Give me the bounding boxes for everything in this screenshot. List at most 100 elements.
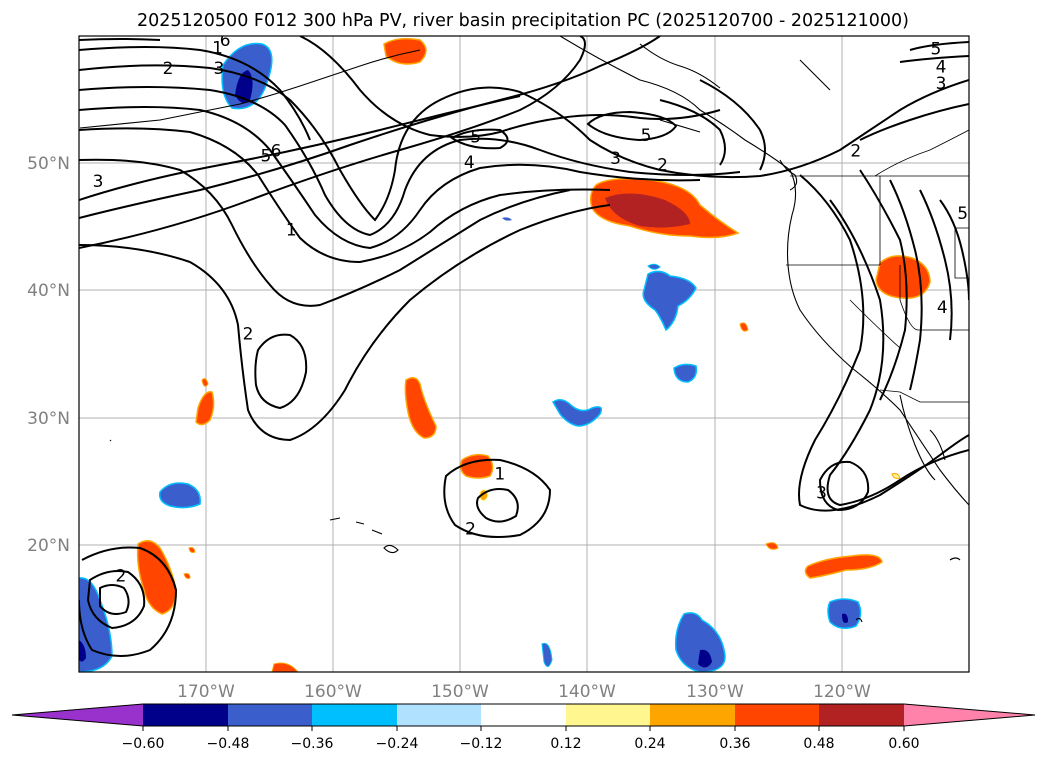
contour-label: 3 xyxy=(936,74,947,94)
coastline-aleutians xyxy=(79,49,421,129)
precip-blob-pos-32n xyxy=(404,377,437,439)
precip-blob-pos-18n xyxy=(136,540,177,615)
pv-contour-2-envelope xyxy=(79,204,611,442)
pv-contour-2-loop xyxy=(254,333,308,410)
colorbar-tick-label: −0.36 xyxy=(291,736,334,752)
coastline-hawaii xyxy=(329,517,399,554)
borders xyxy=(786,129,969,403)
colorbar-under-arrow xyxy=(12,704,143,726)
pv-contour-2-western xyxy=(79,36,661,219)
contour-label: 3 xyxy=(816,484,827,504)
colorbar-tick-label: 0.12 xyxy=(550,736,581,752)
pv-contour-north-5 xyxy=(299,36,721,138)
contour-label: 4 xyxy=(464,153,475,173)
colorbar-bin xyxy=(312,704,397,726)
colorbar-tick-label: 0.24 xyxy=(634,736,665,752)
contour-label: 2 xyxy=(163,59,174,79)
lat-tick-label: 40°N xyxy=(27,281,70,301)
colorbar-bin xyxy=(650,704,735,726)
precip-blob-pos-nevada xyxy=(875,255,931,299)
lon-tick-label: 170°W xyxy=(177,682,235,702)
pv-contour-1 xyxy=(79,36,586,249)
contour-label: 3 xyxy=(93,172,104,192)
lon-tick-label: 120°W xyxy=(813,682,871,702)
colorbar-tick-label: −0.24 xyxy=(376,736,419,752)
contour-label: 6 xyxy=(220,31,231,51)
map-frame xyxy=(78,35,970,673)
colorbar-tick-label: 0.36 xyxy=(719,736,750,752)
colorbar-tick-label: 0.60 xyxy=(888,736,919,752)
lon-tick-label: 160°W xyxy=(304,682,362,702)
pv-contour-5-east xyxy=(586,110,678,142)
colorbar-bin xyxy=(481,704,566,726)
contour-label: 2 xyxy=(465,519,476,539)
precip-blob-neg-aleutian-core xyxy=(235,70,253,104)
colorbar-bin xyxy=(397,704,481,726)
precip-blob-neg-12n xyxy=(674,612,726,672)
pv-contour-6 xyxy=(79,46,311,141)
precip-blob-neg-sw xyxy=(79,577,113,672)
map-title: 2025120500 F012 300 hPa PV, river basin … xyxy=(137,11,909,31)
contour-label: 5 xyxy=(641,126,652,146)
contour-label: 1 xyxy=(212,38,223,58)
lon-tick-label: 140°W xyxy=(558,682,616,702)
lat-tick-label: 30°N xyxy=(27,409,70,429)
precip-blob-neg-15n xyxy=(827,598,862,629)
contour-label: 4 xyxy=(936,58,947,78)
colorbar-bin xyxy=(819,704,904,726)
colorbar-ticks xyxy=(142,726,905,731)
contour-label: 2 xyxy=(243,325,254,345)
contour-label: 6 xyxy=(271,141,282,161)
coastline-north-america xyxy=(559,36,969,506)
contour-label: 1 xyxy=(494,465,505,485)
contour-label: 1 xyxy=(286,220,297,240)
lon-tick-label: 150°W xyxy=(431,682,489,702)
pv-contour-1-south xyxy=(79,158,571,307)
colorbar: −0.60 −0.48 −0.36 −0.24 −0.12 0.12 0.24 … xyxy=(11,703,1036,752)
lat-tick-label: 50°N xyxy=(27,154,70,174)
colorbar-bin xyxy=(143,704,228,726)
lat-tick-label: 20°N xyxy=(27,536,70,556)
pv-contour-2-sw-loop xyxy=(79,546,178,657)
pv-contour-broad-loop xyxy=(79,64,969,222)
precip-blob-neg-24n xyxy=(158,482,201,509)
coastlines xyxy=(79,36,969,623)
contour-label: 3 xyxy=(610,149,621,169)
colorbar-tick-label: −0.12 xyxy=(460,736,503,752)
precip-blob-neg-40n xyxy=(642,270,697,332)
contour-label: 2 xyxy=(116,566,127,586)
colorbar-bin xyxy=(735,704,819,726)
contour-label: 4 xyxy=(937,298,948,318)
lat-tick-labels: 20°N 30°N 40°N 50°N xyxy=(27,154,70,556)
contour-label: 5 xyxy=(470,127,481,147)
precip-blob-pos-26n xyxy=(459,453,494,479)
precip-blob-pos-17n xyxy=(804,554,883,579)
contour-label: 2 xyxy=(850,141,861,161)
contour-label: 5 xyxy=(260,147,271,167)
contour-label: 3 xyxy=(213,59,224,79)
precip-blob-neg-30n xyxy=(551,399,603,427)
contour-label: 5 xyxy=(931,40,942,60)
pv-contour-2-inner xyxy=(476,488,519,523)
pv-contour-3-sw-loop xyxy=(818,460,870,512)
pv-contour-1-loop xyxy=(443,458,552,538)
colorbar-bin xyxy=(228,704,312,726)
precip-blob-pos-31n xyxy=(195,391,215,426)
colorbar-over-arrow xyxy=(904,704,1035,726)
lon-tick-label: 130°W xyxy=(686,682,744,702)
precip-blob-neg-33n xyxy=(673,363,698,383)
colorbar-bin xyxy=(566,704,650,726)
lon-tick-labels: 170°W 160°W 150°W 140°W 130°W 120°W xyxy=(177,682,871,702)
colorbar-tick-label: 0.48 xyxy=(803,736,834,752)
contour-label: 2 xyxy=(657,155,668,175)
contour-label: 5 xyxy=(957,204,968,224)
pv-contours xyxy=(79,36,969,657)
colorbar-tick-label: −0.48 xyxy=(207,736,250,752)
us-mexico-border xyxy=(879,389,969,403)
pv-contour-5-mid xyxy=(450,128,509,150)
precip-blob-pos-pacnw-core xyxy=(605,193,690,228)
colorbar-tick-label: −0.60 xyxy=(122,736,165,752)
